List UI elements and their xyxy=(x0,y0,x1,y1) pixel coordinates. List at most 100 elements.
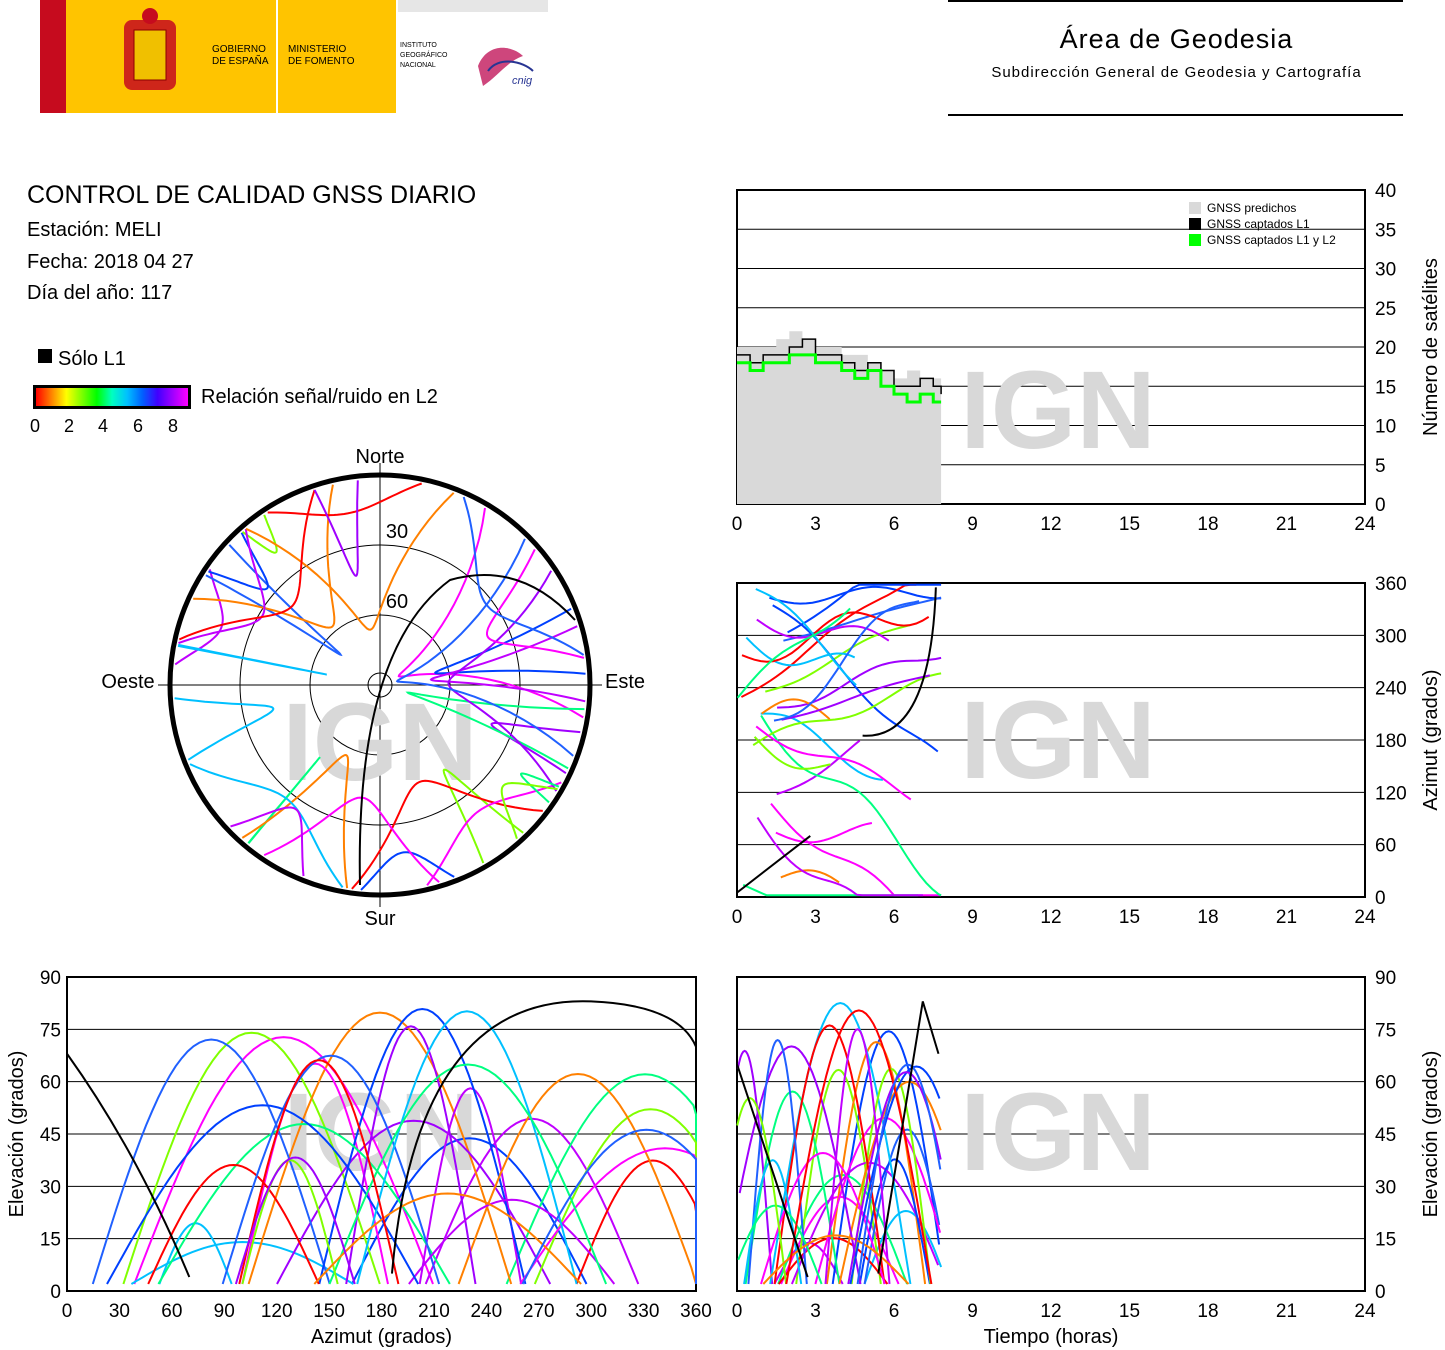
gobierno-logo: GOBIERNO DE ESPAÑA xyxy=(104,0,276,113)
satellite-track xyxy=(178,489,316,641)
government-logo-block: GOBIERNO DE ESPAÑA MINISTERIO DE FOMENTO… xyxy=(40,0,550,113)
x-tick-label: 18 xyxy=(1197,1301,1218,1322)
satellite-track xyxy=(743,1159,803,1285)
x-tick-label: 6 xyxy=(889,1301,900,1322)
y-axis-label: Elevación (grados) xyxy=(6,1051,28,1218)
x-tick-label: 0 xyxy=(732,514,743,535)
satellite-track xyxy=(91,1038,331,1285)
satellite-track xyxy=(193,484,336,629)
elevation-time-chart: 0 15 30 45 60 75 90 0 3 6 9 12 15 18 21 24 Elevación (gr… xyxy=(732,968,1442,1348)
satellite-track xyxy=(395,538,574,757)
x-tick-label: 210 xyxy=(418,1301,450,1322)
satellite-track xyxy=(825,1040,927,1285)
area-subtitle: Subdirección General de Geodesia y Carto… xyxy=(991,64,1362,81)
x-tick-label: 0 xyxy=(732,1301,743,1322)
satellite-track xyxy=(442,768,524,864)
satellite-track xyxy=(426,781,562,886)
satellite-track xyxy=(360,851,455,891)
area-title: Área de Geodesia xyxy=(1059,24,1294,54)
x-tick-label: 180 xyxy=(366,1301,398,1322)
satellite-track xyxy=(122,1031,381,1285)
satellite-track xyxy=(773,600,920,722)
satellite-track xyxy=(208,532,269,591)
l1-only-track xyxy=(66,1053,191,1278)
l1-only-track xyxy=(877,1001,940,1274)
series-line xyxy=(737,338,942,395)
satellite-track xyxy=(745,636,856,667)
legend-swatch xyxy=(1189,202,1201,214)
x-tick-label: 120 xyxy=(261,1301,293,1322)
satellite-track xyxy=(781,674,931,721)
satellite-track xyxy=(267,482,423,517)
gobierno-line-2: DE ESPAÑA xyxy=(212,56,269,67)
satellite-track xyxy=(241,514,278,554)
x-tick-label: 24 xyxy=(1354,1301,1376,1322)
satellite-track xyxy=(205,544,343,657)
ign-line-1: INSTITUTO xyxy=(400,42,437,49)
satellite-track xyxy=(241,1159,339,1285)
y-tick-label: 0 xyxy=(50,1282,61,1303)
logo-top-bar xyxy=(398,0,548,12)
ign-watermark: IGN xyxy=(960,349,1156,472)
x-tick-label: 12 xyxy=(1040,907,1061,928)
y-tick-label: 75 xyxy=(1375,1020,1396,1041)
satellite-track xyxy=(351,779,543,890)
ministerio-logo: MINISTERIO DE FOMENTO xyxy=(278,0,396,113)
y-axis-label: Elevación (grados) xyxy=(1420,1051,1442,1218)
ministerio-line-2: DE FOMENTO xyxy=(288,56,355,67)
y-tick-label: 20 xyxy=(1375,338,1396,359)
y-axis-label: Azimut (grados) xyxy=(1420,669,1442,810)
satellite-track xyxy=(775,822,873,844)
satellite-track xyxy=(147,1163,320,1285)
satellite-track xyxy=(777,656,942,709)
elevation-azimuth-chart: 0 15 30 45 60 75 90 0 30 60 90 120 150 180 210 240 270 30… xyxy=(6,968,712,1348)
snr-tick: 0 xyxy=(30,416,41,436)
direction-east: Este xyxy=(605,671,645,693)
x-tick-label: 15 xyxy=(1119,907,1140,928)
snr-tick: 4 xyxy=(98,416,109,436)
x-tick-label: 21 xyxy=(1276,1301,1297,1322)
satellite-track xyxy=(858,1158,931,1285)
predicted-area xyxy=(737,331,942,504)
snr-tick: 6 xyxy=(133,416,144,436)
satellite-track xyxy=(780,869,840,884)
x-tick-label: 15 xyxy=(1119,514,1140,535)
satellite-track xyxy=(787,583,942,634)
y-tick-label: 25 xyxy=(1375,299,1396,320)
gobierno-line-1: GOBIERNO xyxy=(212,44,266,55)
satellite-track xyxy=(356,1010,578,1285)
satellite-track xyxy=(753,736,831,770)
satellite-track xyxy=(776,739,861,796)
legend-label: GNSS captados L1 xyxy=(1207,217,1310,231)
snr-label: Relación señal/ruido en L2 xyxy=(201,386,438,408)
y-tick-label: 15 xyxy=(1375,377,1396,398)
x-axis-label: Tiempo (horas) xyxy=(984,1326,1119,1348)
snr-colorbar xyxy=(33,385,191,409)
date-label: Fecha: 2018 04 27 xyxy=(27,251,194,273)
direction-north: Norte xyxy=(356,446,405,468)
y-tick-label: 40 xyxy=(1375,181,1396,202)
l1-only-track xyxy=(736,1063,809,1278)
satellite-track xyxy=(221,1054,441,1285)
x-tick-label: 9 xyxy=(967,1301,978,1322)
legend-label: GNSS predichos xyxy=(1207,201,1296,215)
y-tick-label: 0 xyxy=(1375,888,1386,909)
satellite-track xyxy=(736,1097,788,1285)
x-tick-label: 18 xyxy=(1197,907,1218,928)
satellite-track xyxy=(773,1024,886,1285)
satellite-track xyxy=(769,585,942,605)
x-tick-label: 300 xyxy=(575,1301,607,1322)
l1-only-swatch xyxy=(38,349,52,363)
x-tick-label: 6 xyxy=(889,907,900,928)
satellite-track xyxy=(500,781,558,840)
satellite-track xyxy=(247,1011,513,1285)
ign-watermark: IGN xyxy=(282,681,478,804)
x-tick-label: 24 xyxy=(1354,907,1376,928)
satellite-track xyxy=(755,588,857,686)
x-tick-label: 6 xyxy=(889,514,900,535)
y-tick-label: 5 xyxy=(1375,456,1386,477)
series-line xyxy=(737,353,942,404)
satellite-track xyxy=(856,1063,942,1285)
y-tick-label: 15 xyxy=(1375,1230,1396,1251)
satellite-track xyxy=(752,672,942,746)
